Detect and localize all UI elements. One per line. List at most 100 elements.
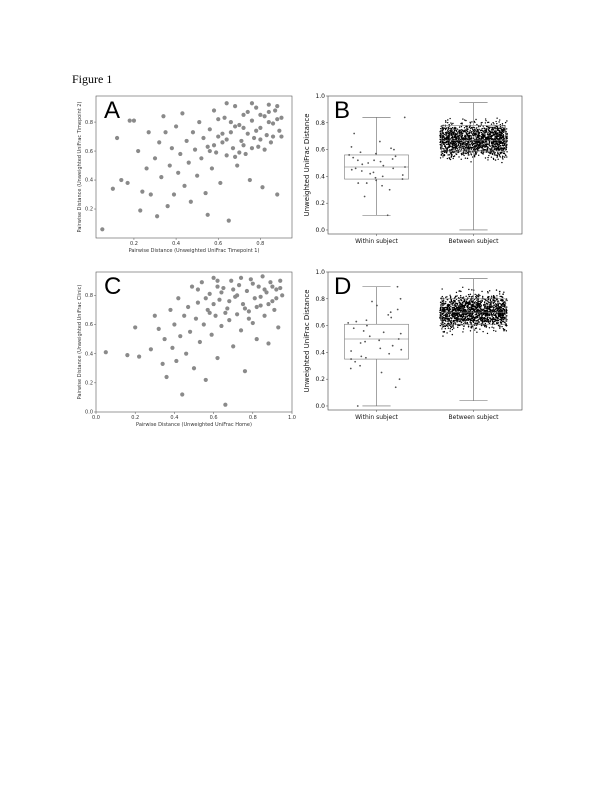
between-subject-point bbox=[506, 306, 508, 308]
within-subject-point bbox=[382, 331, 385, 334]
between-subject-point bbox=[453, 151, 455, 154]
within-subject-point bbox=[387, 313, 390, 316]
between-subject-point bbox=[488, 314, 491, 316]
scatter-point bbox=[237, 122, 242, 128]
x-tick-label: 0.8 bbox=[256, 241, 264, 247]
between-subject-point bbox=[499, 124, 502, 126]
between-subject-point bbox=[467, 128, 469, 130]
scatter-point bbox=[270, 121, 276, 126]
scatter-point bbox=[262, 114, 267, 119]
between-subject-point bbox=[442, 317, 444, 320]
scatter-point bbox=[137, 354, 142, 359]
between-subject-point bbox=[456, 321, 458, 323]
scatter-point bbox=[211, 275, 216, 280]
between-subject-point bbox=[466, 306, 469, 309]
between-subject-point bbox=[447, 320, 450, 322]
between-subject-point bbox=[469, 321, 471, 323]
between-subject-point bbox=[488, 133, 491, 135]
between-subject-point bbox=[448, 131, 451, 134]
scatter-point bbox=[197, 339, 202, 345]
between-subject-point bbox=[498, 155, 501, 157]
between-subject-point bbox=[506, 144, 508, 146]
between-subject-point bbox=[505, 141, 508, 143]
scatter-point bbox=[191, 366, 197, 371]
between-subject-point bbox=[457, 134, 459, 137]
between-subject-point bbox=[460, 153, 463, 156]
between-subject-point bbox=[446, 298, 449, 301]
scatter-point bbox=[103, 350, 108, 355]
between-subject-point bbox=[448, 133, 450, 135]
between-subject-point bbox=[506, 318, 508, 321]
scatter-point bbox=[260, 274, 265, 279]
y-tick-label: 1.0 bbox=[315, 93, 325, 100]
between-subject-point bbox=[483, 320, 485, 323]
between-subject-point bbox=[488, 143, 491, 145]
scatter-point bbox=[203, 377, 208, 383]
between-subject-point bbox=[472, 320, 474, 322]
within-subject-point bbox=[390, 316, 393, 319]
within-subject-point bbox=[389, 311, 392, 314]
within-subject-point bbox=[388, 188, 391, 191]
between-subject-point bbox=[483, 303, 485, 306]
between-subject-point bbox=[450, 155, 453, 158]
between-subject-point bbox=[473, 156, 476, 158]
between-subject-point bbox=[500, 299, 503, 301]
scatter-point bbox=[209, 166, 215, 171]
between-subject-point bbox=[442, 128, 444, 130]
between-subject-point bbox=[459, 320, 461, 323]
between-subject-point bbox=[458, 315, 461, 317]
between-subject-point bbox=[492, 121, 494, 124]
between-subject-point bbox=[452, 326, 454, 328]
between-subject-point bbox=[476, 295, 479, 297]
between-subject-point bbox=[460, 144, 462, 146]
between-subject-point bbox=[473, 128, 476, 131]
scatter-point bbox=[242, 306, 248, 311]
scatter-point bbox=[190, 130, 196, 135]
between-subject-point bbox=[495, 120, 497, 123]
between-subject-point bbox=[477, 144, 480, 147]
between-subject-point bbox=[479, 125, 481, 127]
between-subject-point bbox=[498, 137, 501, 140]
between-subject-point bbox=[478, 318, 480, 321]
between-subject-point bbox=[473, 131, 475, 133]
between-subject-point bbox=[454, 307, 457, 310]
between-subject-point bbox=[475, 307, 478, 309]
between-subject-point bbox=[505, 325, 507, 327]
between-subject-point bbox=[496, 117, 498, 119]
scatter-point bbox=[186, 160, 191, 165]
between-subject-point bbox=[443, 154, 446, 156]
between-subject-point bbox=[490, 126, 492, 129]
within-subject-point bbox=[380, 371, 383, 374]
between-subject-point bbox=[506, 299, 508, 302]
between-subject-point bbox=[497, 151, 499, 154]
between-subject-point bbox=[492, 158, 495, 161]
between-subject-point bbox=[503, 140, 505, 143]
between-subject-point bbox=[489, 320, 492, 323]
between-subject-point bbox=[449, 151, 451, 153]
scatter-point bbox=[277, 128, 282, 133]
between-subject-point bbox=[452, 320, 454, 322]
between-subject-point bbox=[453, 146, 456, 149]
between-subject-point bbox=[486, 332, 489, 335]
between-subject-point bbox=[471, 146, 473, 149]
between-subject-point bbox=[451, 123, 453, 125]
scatter-point bbox=[167, 163, 172, 168]
between-subject-point bbox=[499, 156, 502, 158]
panel-letter: A bbox=[104, 97, 120, 124]
between-subject-point bbox=[496, 306, 499, 308]
within-subject-point bbox=[382, 164, 385, 167]
between-subject-point bbox=[502, 127, 505, 129]
between-subject-point bbox=[439, 131, 441, 133]
between-subject-point bbox=[475, 313, 477, 315]
figure-title: Figure 1 bbox=[72, 72, 113, 86]
scatter-point bbox=[226, 218, 231, 223]
between-subject-point bbox=[475, 147, 478, 150]
between-subject-point bbox=[476, 142, 478, 144]
between-subject-point bbox=[478, 321, 480, 323]
scatter-point bbox=[273, 108, 278, 113]
between-subject-point bbox=[468, 138, 470, 140]
between-subject-point bbox=[479, 294, 481, 297]
between-subject-point bbox=[472, 128, 474, 131]
between-subject-point bbox=[487, 159, 489, 161]
between-subject-point bbox=[481, 143, 483, 145]
